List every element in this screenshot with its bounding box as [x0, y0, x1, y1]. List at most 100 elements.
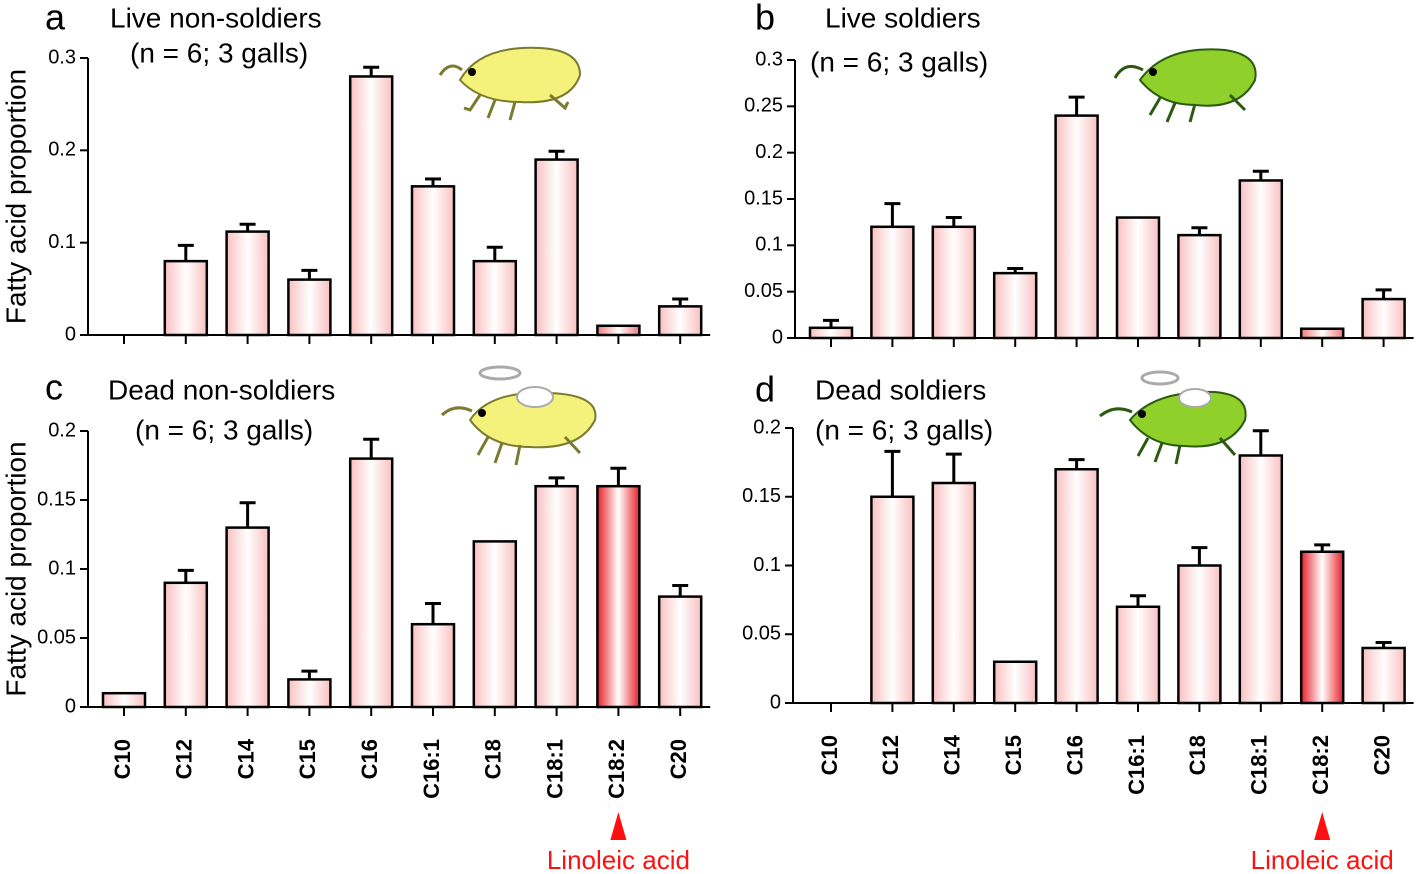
chart-subtitle: (n = 6; 3 galls) — [130, 37, 308, 68]
x-tick-label: C20 — [666, 739, 691, 779]
x-tick-label: C14 — [233, 738, 258, 779]
error-bar — [425, 602, 441, 625]
x-tick-label: C16:1 — [1124, 735, 1149, 795]
error-bar — [1007, 267, 1024, 274]
y-tick-label: 0 — [65, 323, 76, 345]
bar — [596, 484, 641, 709]
y-tick-label: 0.2 — [48, 139, 76, 161]
y-tick-label: 0.2 — [753, 416, 781, 438]
bar — [1054, 114, 1099, 340]
error-bar — [301, 669, 318, 680]
bar — [808, 326, 854, 340]
y-tick-label: 0.2 — [48, 419, 76, 441]
bar — [1238, 179, 1284, 340]
x-tick-label: C16 — [357, 739, 382, 779]
bar — [1177, 564, 1222, 705]
bar — [1299, 550, 1345, 705]
y-tick-label: 0.25 — [744, 95, 783, 117]
bar — [657, 595, 703, 709]
y-tick-label: 0 — [770, 691, 781, 713]
insect-green-dead — [1099, 370, 1247, 465]
chart-title: Dead soldiers — [815, 374, 986, 405]
bar — [472, 259, 518, 337]
error-bar — [672, 584, 689, 597]
bar — [1115, 216, 1161, 340]
bar — [101, 691, 147, 709]
y-tick-label: 0 — [772, 326, 783, 348]
chart-title: Live non-soldiers — [110, 2, 322, 33]
y-tick-label: 0 — [65, 695, 76, 717]
y-tick-label: 0.3 — [755, 48, 783, 70]
y-tick-label: 0.1 — [755, 234, 783, 256]
y-axis-label: Fatty acid proportion — [0, 441, 31, 696]
x-tick-label: C15 — [295, 739, 320, 779]
y-tick-label: 0.05 — [744, 280, 783, 302]
bar — [931, 225, 977, 340]
bar — [992, 271, 1038, 340]
y-tick-label: 0.1 — [48, 231, 76, 253]
bar — [163, 581, 209, 709]
bar — [225, 526, 270, 709]
x-tick-label: C12 — [878, 735, 903, 775]
error-bar — [1191, 546, 1208, 566]
x-tick-label: C18 — [481, 739, 506, 779]
panel-label: b — [755, 0, 775, 38]
bar — [348, 75, 394, 337]
insect-yellow — [438, 46, 582, 121]
bar — [931, 481, 977, 705]
error-bar — [884, 449, 901, 497]
error-bar — [1130, 594, 1146, 607]
bar — [1238, 454, 1284, 705]
bar — [1054, 468, 1099, 705]
bar — [534, 158, 579, 337]
y-tick-label: 0.15 — [742, 485, 781, 507]
error-bar — [1375, 641, 1392, 648]
error-bar — [363, 65, 380, 77]
bar — [870, 495, 915, 705]
chart-subtitle: (n = 6; 3 galls) — [815, 414, 993, 445]
y-tick-label: 0.3 — [48, 46, 76, 68]
error-bar — [548, 149, 565, 160]
insect-green — [1113, 48, 1257, 123]
y-tick-label: 0.05 — [37, 626, 76, 648]
bar — [1177, 233, 1222, 340]
error-bar — [177, 243, 194, 262]
bar — [472, 540, 518, 709]
error-bar — [301, 268, 318, 280]
error-bar — [486, 245, 503, 262]
bar — [410, 185, 456, 337]
error-bar — [1252, 429, 1269, 456]
error-bar — [425, 177, 441, 187]
chart-subtitle: (n = 6; 3 galls) — [810, 46, 988, 77]
bar — [287, 278, 332, 337]
annotation-arrow — [1314, 812, 1331, 840]
x-tick-label: C10 — [817, 735, 842, 775]
bar — [287, 678, 332, 709]
annotation: Linoleic acid — [547, 845, 690, 874]
panel-label: d — [755, 369, 775, 410]
error-bar — [823, 318, 839, 328]
error-bar — [945, 216, 962, 227]
error-bar — [363, 437, 380, 459]
x-tick-label: C18:2 — [1308, 735, 1333, 795]
y-tick-label: 0.15 — [37, 488, 76, 510]
error-bar — [239, 222, 256, 232]
error-bar — [177, 568, 194, 583]
error-bar — [945, 452, 962, 483]
x-tick-label: C14 — [940, 734, 965, 775]
panel-label: c — [45, 367, 63, 408]
x-tick-label: C16:1 — [419, 739, 444, 799]
bar — [1299, 327, 1345, 340]
x-tick-label: C12 — [172, 739, 197, 779]
error-bar — [1068, 458, 1085, 470]
x-tick-label: C20 — [1369, 735, 1394, 775]
x-tick-label: C15 — [1001, 735, 1026, 775]
error-bar — [239, 501, 256, 528]
bar — [1361, 646, 1406, 705]
error-bar — [1314, 543, 1331, 552]
x-tick-label: C16 — [1062, 735, 1087, 775]
error-bar — [548, 476, 565, 487]
error-bar — [1252, 169, 1269, 181]
